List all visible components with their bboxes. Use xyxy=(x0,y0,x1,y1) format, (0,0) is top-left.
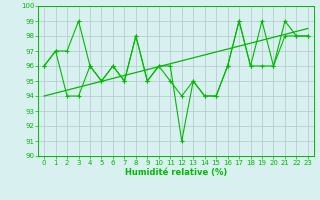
X-axis label: Humidité relative (%): Humidité relative (%) xyxy=(125,168,227,177)
